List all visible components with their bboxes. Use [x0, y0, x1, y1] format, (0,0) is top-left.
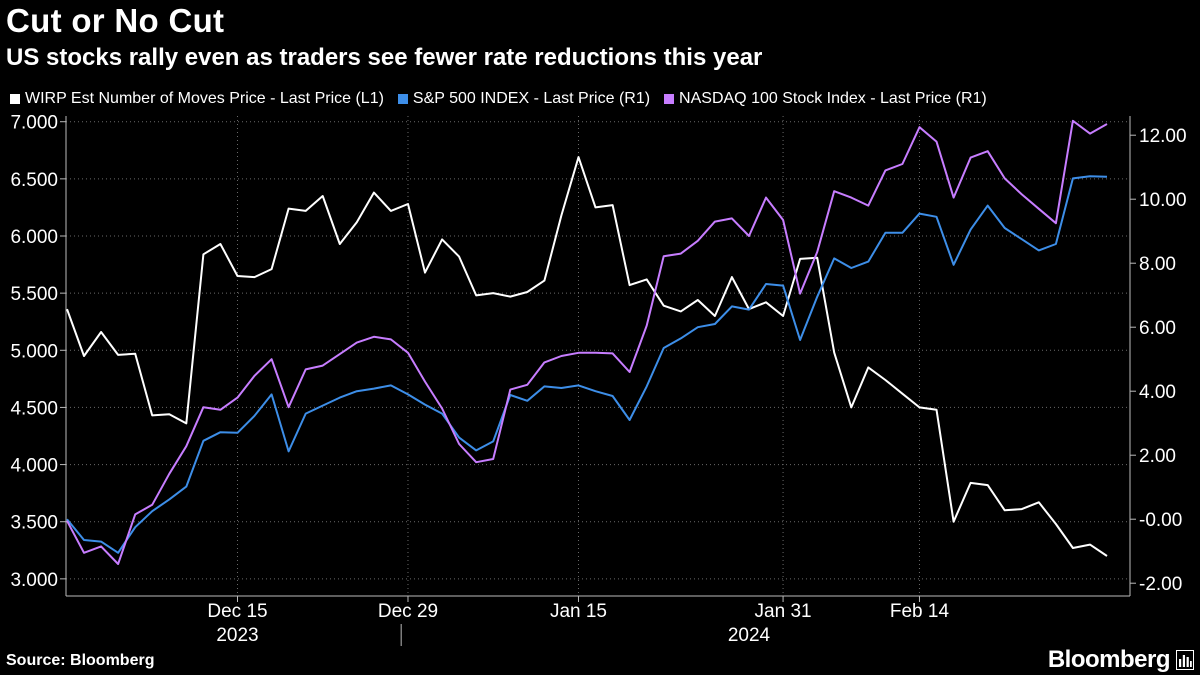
series-line-wirp: [66, 156, 1108, 557]
left-axis-tick-label: 7.000: [10, 113, 58, 134]
right-axis-tick-label: -2.00: [1139, 574, 1182, 595]
left-axis-tick-label: 3.000: [10, 570, 58, 591]
legend-item-ndx: NASDAQ 100 Stock Index - Last Price (R1): [664, 90, 987, 108]
left-axis-tick-label: 6.500: [10, 170, 58, 191]
legend-item-spx: S&P 500 INDEX - Last Price (R1): [397, 90, 651, 108]
right-axis-tick-label: -0.00: [1139, 510, 1182, 531]
left-axis-tick-label: 4.500: [10, 398, 58, 419]
chart-subtitle: US stocks rally even as traders see fewe…: [6, 44, 763, 71]
x-axis-tick-label: Feb 14: [890, 601, 950, 622]
left-axis-tick-label: 6.000: [10, 227, 58, 248]
right-axis-tick-label: 12.00: [1139, 126, 1187, 147]
x-axis-year-label: 2024: [728, 625, 771, 646]
right-axis-tick-label: 2.00: [1139, 446, 1176, 467]
series-line-ndx: [66, 119, 1108, 565]
x-axis-year-label: 2023: [216, 625, 258, 646]
x-axis-tick-label: Jan 31: [755, 601, 812, 622]
legend-swatch-spx: [397, 94, 408, 104]
x-axis-tick-label: Jan 15: [550, 601, 607, 622]
x-axis-tick-label: Dec 15: [207, 601, 267, 622]
bloomberg-terminal-icon: [1176, 650, 1194, 670]
left-axis-tick-label: 5.500: [10, 284, 58, 305]
right-axis-tick-label: 4.00: [1139, 382, 1176, 403]
legend-label-spx: S&P 500 INDEX - Last Price (R1): [412, 90, 651, 107]
x-axis-tick-label: Dec 29: [378, 601, 438, 622]
chart-title: Cut or No Cut: [6, 2, 225, 39]
legend: WIRP Est Number of Moves Price - Last Pr…: [10, 90, 987, 108]
right-axis-tick-label: 6.00: [1139, 318, 1176, 339]
bloomberg-logo: Bloomberg: [1047, 646, 1171, 673]
legend-label-ndx: NASDAQ 100 Stock Index - Last Price (R1): [679, 90, 987, 107]
series-line-spx: [66, 175, 1108, 554]
left-axis-tick-label: 4.000: [10, 456, 58, 477]
legend-item-wirp: WIRP Est Number of Moves Price - Last Pr…: [10, 90, 384, 108]
left-axis-tick-label: 3.500: [10, 513, 58, 534]
source-note: Source: Bloomberg: [6, 652, 155, 669]
legend-swatch-ndx: [664, 94, 675, 104]
legend-label-wirp: WIRP Est Number of Moves Price - Last Pr…: [25, 90, 384, 107]
left-axis-tick-label: 5.000: [10, 341, 58, 362]
right-axis-tick-label: 10.00: [1139, 190, 1187, 211]
legend-swatch-wirp: [10, 94, 20, 104]
right-axis-tick-label: 8.00: [1139, 254, 1176, 275]
